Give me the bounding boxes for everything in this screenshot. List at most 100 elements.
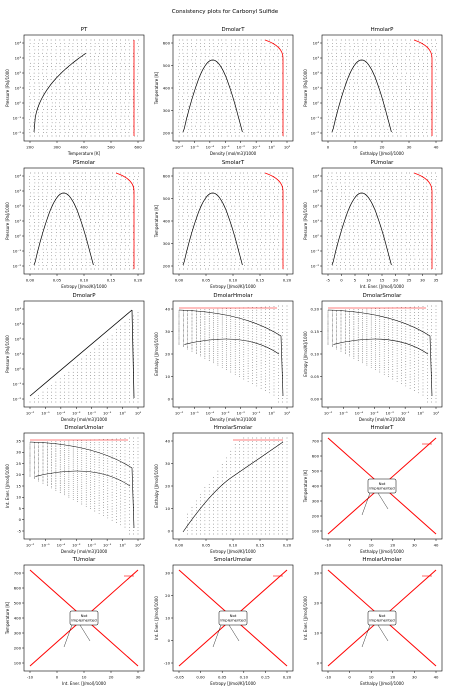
- grid-point: [243, 102, 245, 104]
- grid-point: [33, 185, 35, 187]
- grid-point: [125, 245, 126, 247]
- grid-point: [409, 189, 411, 190]
- grid-point: [64, 375, 65, 376]
- grid-point: [426, 76, 428, 77]
- grid-point: [256, 46, 257, 47]
- grid-point: [213, 66, 215, 67]
- grid-point: [230, 255, 232, 257]
- x-tick-label: 0.05: [53, 278, 62, 283]
- grid-point: [182, 262, 184, 263]
- grid-point: [178, 115, 180, 117]
- grid-point: [90, 46, 92, 47]
- grid-point: [431, 209, 432, 210]
- grid-point: [392, 76, 394, 77]
- grid-point: [98, 122, 99, 124]
- grid-point: [384, 225, 385, 227]
- grid-point: [51, 56, 53, 57]
- grid-point: [388, 189, 390, 190]
- grid-point: [63, 99, 65, 100]
- grid-point: [349, 66, 350, 67]
- grid-point: [384, 235, 386, 237]
- grid-point: [278, 129, 279, 130]
- grid-point: [209, 72, 211, 74]
- grid-point: [427, 122, 429, 124]
- grid-point: [111, 112, 112, 114]
- grid-point: [366, 268, 367, 270]
- grid-point: [331, 195, 333, 197]
- grid-point: [414, 72, 415, 74]
- grid-point: [85, 46, 87, 47]
- grid-point: [286, 72, 288, 74]
- grid-point: [332, 252, 333, 253]
- grid-point: [187, 85, 189, 87]
- grid-point: [218, 135, 219, 137]
- grid-point: [38, 89, 40, 91]
- grid-point: [409, 179, 410, 180]
- grid-point: [195, 79, 197, 81]
- grid-point: [277, 99, 279, 100]
- grid-point: [268, 85, 270, 87]
- grid-point: [388, 218, 390, 220]
- grid-point: [239, 115, 241, 117]
- grid-point: [89, 72, 91, 74]
- grid-point: [427, 265, 429, 267]
- grid-point: [120, 122, 122, 124]
- grid-point: [225, 89, 227, 91]
- grid-point: [56, 72, 57, 74]
- grid-point: [55, 135, 57, 137]
- grid-point: [273, 258, 275, 260]
- grid-point: [225, 265, 227, 267]
- grid-point: [357, 232, 359, 233]
- grid-point: [366, 46, 368, 47]
- grid-point: [405, 235, 407, 237]
- grid-point: [327, 172, 329, 174]
- grid-point: [361, 245, 363, 247]
- grid-point: [238, 202, 240, 204]
- grid-point: [34, 235, 35, 237]
- grid-point: [374, 248, 376, 250]
- grid-point: [115, 179, 117, 180]
- grid-point: [120, 242, 122, 243]
- grid-point: [186, 99, 188, 100]
- grid-point: [191, 66, 193, 67]
- grid-point: [73, 199, 74, 200]
- grid-point: [331, 52, 333, 54]
- grid-point: [98, 72, 100, 74]
- grid-point: [269, 242, 271, 243]
- grid-point: [404, 245, 406, 247]
- grid-point: [64, 59, 65, 61]
- grid-point: [129, 228, 131, 230]
- grid-point: [77, 258, 79, 260]
- grid-point: [42, 99, 44, 100]
- grid-point: [230, 92, 231, 94]
- grid-point: [265, 82, 266, 84]
- grid-point: [51, 132, 53, 134]
- grid-point: [217, 122, 219, 124]
- grid-point: [260, 95, 262, 97]
- grid-point: [231, 212, 232, 214]
- grid-point: [137, 129, 139, 130]
- grid-point: [255, 218, 257, 220]
- grid-point: [187, 199, 189, 200]
- grid-point: [196, 132, 198, 134]
- grid-point: [85, 225, 87, 227]
- grid-point: [436, 69, 437, 71]
- grid-point: [43, 245, 44, 247]
- grid-point: [426, 49, 428, 51]
- grid-point: [125, 105, 126, 107]
- grid-point: [387, 228, 389, 230]
- grid-point: [409, 122, 411, 124]
- grid-point: [427, 42, 428, 44]
- grid-point: [107, 99, 109, 100]
- grid-point: [251, 185, 253, 187]
- grid-point: [423, 218, 424, 220]
- grid-point: [418, 105, 419, 107]
- grid-point: [64, 42, 66, 44]
- grid-point: [374, 62, 376, 64]
- grid-point: [287, 268, 288, 270]
- grid-point: [191, 205, 193, 207]
- grid-point: [268, 265, 270, 267]
- grid-point: [55, 218, 57, 220]
- grid-point: [234, 182, 236, 184]
- grid-point: [226, 252, 228, 253]
